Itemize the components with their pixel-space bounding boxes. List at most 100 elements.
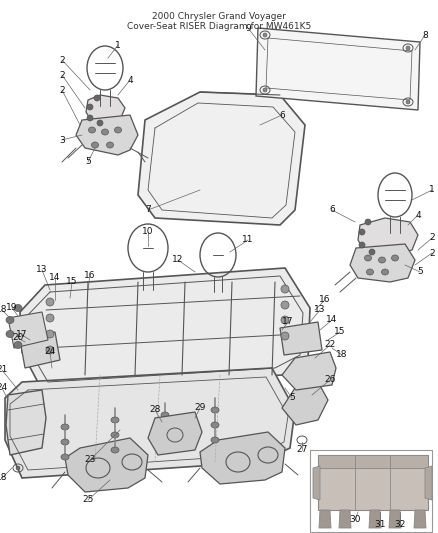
- Ellipse shape: [111, 417, 119, 423]
- Text: 2: 2: [428, 233, 434, 243]
- Ellipse shape: [106, 142, 113, 148]
- Text: 19: 19: [6, 303, 18, 312]
- Text: 15: 15: [333, 327, 345, 336]
- Text: 4: 4: [414, 211, 420, 220]
- Ellipse shape: [46, 346, 54, 354]
- Text: 30: 30: [349, 515, 360, 524]
- Text: 6: 6: [328, 206, 334, 214]
- Text: 25: 25: [82, 496, 93, 505]
- Ellipse shape: [88, 127, 95, 133]
- Text: 26: 26: [324, 376, 335, 384]
- Text: 31: 31: [374, 521, 385, 529]
- Ellipse shape: [161, 427, 169, 433]
- Ellipse shape: [97, 120, 103, 126]
- Text: 23: 23: [84, 456, 95, 464]
- Text: 11: 11: [242, 236, 253, 245]
- Ellipse shape: [46, 330, 54, 338]
- Polygon shape: [368, 510, 380, 528]
- Ellipse shape: [262, 88, 266, 92]
- Ellipse shape: [364, 219, 370, 225]
- Text: 12: 12: [172, 255, 183, 264]
- Text: 17: 17: [16, 330, 28, 340]
- Ellipse shape: [366, 269, 373, 275]
- Ellipse shape: [46, 298, 54, 306]
- Ellipse shape: [364, 255, 371, 261]
- Ellipse shape: [280, 332, 288, 340]
- Polygon shape: [388, 510, 400, 528]
- Ellipse shape: [211, 422, 219, 428]
- Text: 10: 10: [142, 228, 153, 237]
- Ellipse shape: [405, 46, 409, 50]
- Polygon shape: [76, 115, 138, 155]
- Text: 1: 1: [428, 185, 434, 195]
- Text: 18: 18: [0, 473, 8, 482]
- Text: 22: 22: [324, 341, 335, 350]
- Polygon shape: [357, 218, 417, 255]
- Ellipse shape: [381, 269, 388, 275]
- Text: 21: 21: [0, 366, 8, 375]
- Text: 16: 16: [318, 295, 330, 304]
- Text: 15: 15: [66, 278, 78, 287]
- Text: 2: 2: [59, 55, 65, 64]
- Ellipse shape: [280, 285, 288, 293]
- Text: 20: 20: [12, 334, 24, 343]
- Text: 17: 17: [282, 318, 293, 327]
- Text: 7: 7: [145, 206, 151, 214]
- Ellipse shape: [161, 412, 169, 418]
- Polygon shape: [338, 510, 350, 528]
- Polygon shape: [349, 244, 414, 282]
- Text: 2: 2: [59, 85, 65, 94]
- Text: 18: 18: [0, 305, 8, 314]
- Ellipse shape: [91, 142, 98, 148]
- Polygon shape: [86, 95, 125, 125]
- Text: 1: 1: [115, 41, 120, 50]
- Ellipse shape: [61, 439, 69, 445]
- Polygon shape: [424, 466, 431, 500]
- Polygon shape: [317, 455, 427, 510]
- Text: 16: 16: [84, 271, 95, 279]
- Ellipse shape: [87, 115, 93, 121]
- Ellipse shape: [262, 33, 266, 37]
- Text: 9: 9: [244, 23, 250, 33]
- Polygon shape: [312, 466, 319, 500]
- Ellipse shape: [211, 437, 219, 443]
- Text: 13: 13: [314, 305, 325, 314]
- Polygon shape: [5, 368, 294, 478]
- Polygon shape: [20, 268, 309, 390]
- Ellipse shape: [111, 447, 119, 453]
- Text: 13: 13: [36, 265, 48, 274]
- Polygon shape: [20, 332, 60, 368]
- Polygon shape: [255, 28, 419, 110]
- Polygon shape: [8, 312, 48, 348]
- Ellipse shape: [114, 127, 121, 133]
- Ellipse shape: [280, 316, 288, 324]
- Text: 5: 5: [85, 157, 91, 166]
- Ellipse shape: [358, 229, 364, 235]
- Text: 5: 5: [289, 393, 294, 402]
- Ellipse shape: [16, 466, 20, 470]
- Text: 2000 Chrysler Grand Voyager: 2000 Chrysler Grand Voyager: [152, 12, 285, 21]
- Polygon shape: [6, 390, 46, 455]
- Ellipse shape: [6, 317, 14, 324]
- Polygon shape: [413, 510, 425, 528]
- Ellipse shape: [61, 454, 69, 460]
- Ellipse shape: [14, 304, 22, 311]
- Polygon shape: [281, 382, 327, 425]
- Text: 6: 6: [279, 110, 284, 119]
- Text: 32: 32: [393, 521, 405, 529]
- Text: 8: 8: [421, 30, 427, 39]
- Text: 2: 2: [428, 248, 434, 257]
- Ellipse shape: [6, 330, 14, 337]
- Text: 4: 4: [127, 76, 133, 85]
- Text: 14: 14: [49, 273, 60, 282]
- Text: 28: 28: [149, 406, 160, 415]
- Ellipse shape: [405, 100, 409, 104]
- Ellipse shape: [368, 249, 374, 255]
- Ellipse shape: [378, 257, 385, 263]
- Text: 18: 18: [336, 351, 347, 359]
- Polygon shape: [279, 322, 321, 355]
- Polygon shape: [318, 510, 330, 528]
- Text: 27: 27: [296, 446, 307, 455]
- Ellipse shape: [111, 432, 119, 438]
- Polygon shape: [138, 92, 304, 225]
